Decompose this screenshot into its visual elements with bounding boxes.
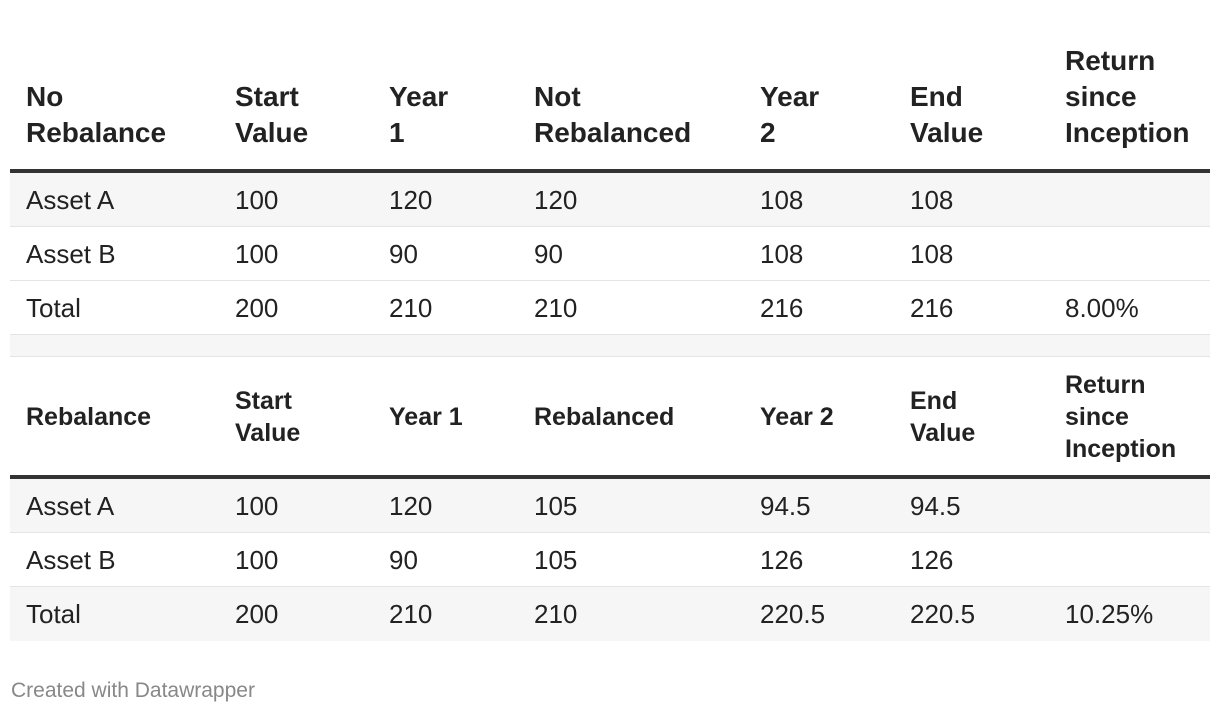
- row-label: Asset A: [26, 491, 115, 521]
- table-cell: 120: [389, 185, 433, 215]
- table-cell: 100: [235, 545, 279, 575]
- table-row: Total 200 210 210 220.5 220.5 10.25%: [10, 587, 1210, 641]
- header-cell: Year 1: [389, 403, 463, 431]
- header-cell: Rebalanced: [534, 403, 675, 431]
- header-cell: No Rebalance: [26, 81, 167, 148]
- table-cell: 210: [534, 599, 578, 629]
- row-label: Asset A: [26, 185, 115, 215]
- table-cell: 216: [760, 293, 804, 323]
- table-cell: 210: [534, 293, 578, 323]
- header-cell: Return since Inception: [1065, 371, 1177, 463]
- table-row: Asset B 100 90 105 126 126: [10, 533, 1210, 587]
- header-cell: Start Value: [235, 387, 301, 447]
- table-cell: 8.00%: [1065, 293, 1139, 323]
- header-cell: Start Value: [235, 81, 309, 148]
- comparison-table: No Rebalance Start Value Year 1 Not Reba…: [10, 0, 1210, 641]
- header-cell: Year 2: [760, 403, 834, 431]
- table-cell: 105: [534, 491, 578, 521]
- header-cell: Rebalance: [26, 403, 152, 431]
- table-cell: 94.5: [760, 491, 811, 521]
- row-label: Total: [26, 293, 81, 323]
- row-label: Asset B: [26, 239, 116, 269]
- table-cell: 216: [910, 293, 954, 323]
- table-cell: 10.25%: [1065, 599, 1154, 629]
- table-row: Asset B 100 90 90 108 108: [10, 227, 1210, 281]
- table-cell: 120: [389, 491, 433, 521]
- table-cell: 220.5: [910, 599, 976, 629]
- table-cell: 90: [534, 239, 563, 269]
- table-cell: 105: [534, 545, 578, 575]
- table-cell: 100: [235, 491, 279, 521]
- datawrapper-credit[interactable]: Created with Datawrapper: [11, 679, 255, 702]
- table-cell: 120: [534, 185, 578, 215]
- header-cell: End Value: [910, 81, 984, 148]
- table-cell: 200: [235, 599, 279, 629]
- row-label: Asset B: [26, 545, 116, 575]
- table-cell: 90: [389, 545, 418, 575]
- no-rebalance-header-row: No Rebalance Start Value Year 1 Not Reba…: [10, 0, 1210, 173]
- table-cell: 100: [235, 239, 279, 269]
- table-row: Total 200 210 210 216 216 8.00%: [10, 281, 1210, 335]
- table-row: Asset A 100 120 105 94.5 94.5: [10, 479, 1210, 533]
- row-label: Total: [26, 599, 81, 629]
- header-cell: Return since Inception: [1065, 45, 1190, 148]
- rebalance-header-row: Rebalance Start Value Year 1 Rebalanced …: [10, 357, 1210, 479]
- header-cell: Not Rebalanced: [534, 81, 692, 148]
- table-cell: 108: [910, 239, 954, 269]
- table-cell: 108: [760, 239, 804, 269]
- table-cell: 210: [389, 599, 433, 629]
- table-cell: 108: [910, 185, 954, 215]
- table-cell: 126: [910, 545, 954, 575]
- table-cell: 94.5: [910, 491, 961, 521]
- table-cell: 100: [235, 185, 279, 215]
- header-cell: Year 2: [760, 81, 820, 148]
- table-cell: 220.5: [760, 599, 826, 629]
- table-cell: 108: [760, 185, 804, 215]
- table-divider: [10, 335, 1210, 357]
- header-cell: Year 1: [389, 81, 449, 148]
- header-cell: End Value: [910, 387, 976, 447]
- table-cell: 90: [389, 239, 418, 269]
- table-row: Asset A 100 120 120 108 108: [10, 173, 1210, 227]
- table-cell: 210: [389, 293, 433, 323]
- table-cell: 200: [235, 293, 279, 323]
- table-cell: 126: [760, 545, 804, 575]
